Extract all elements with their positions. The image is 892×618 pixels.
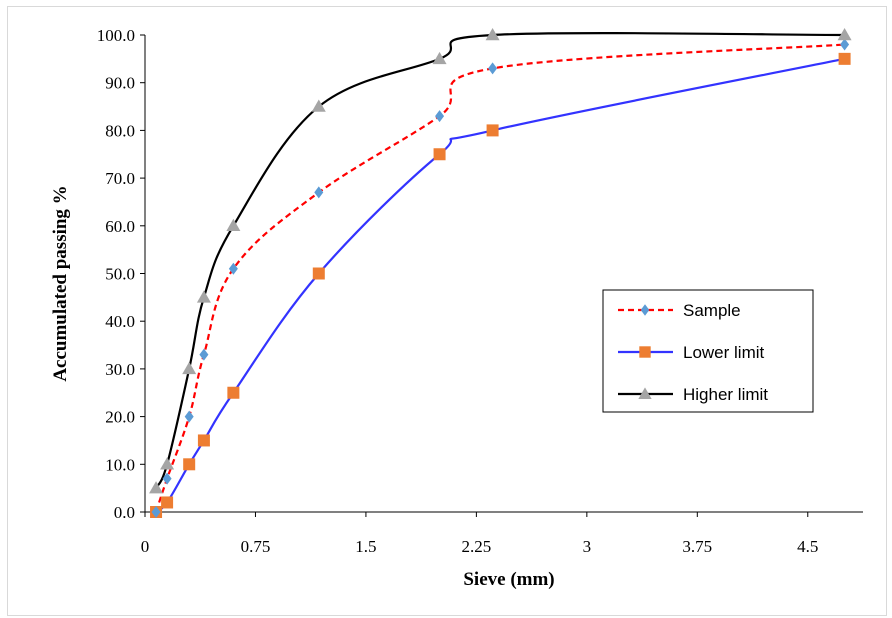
point-sample: [314, 186, 324, 199]
legend-label-higher-limit: Higher limit: [683, 385, 768, 404]
y-tick-label: 40.0: [105, 312, 135, 331]
point-lower-limit: [227, 386, 240, 399]
series-lines: [155, 31, 845, 513]
point-sample: [199, 348, 209, 361]
point-sample: [228, 262, 238, 275]
point-higher-limit: [196, 290, 211, 303]
point-sample: [184, 410, 194, 423]
legend-marker-higher-limit: [638, 387, 652, 399]
series-line-lower-limit: [155, 57, 845, 513]
point-sample: [840, 38, 850, 51]
y-tick-label: 50.0: [105, 265, 135, 284]
point-sample: [435, 110, 445, 123]
series-markers: [149, 28, 852, 518]
x-tick-label: 1.5: [355, 537, 376, 556]
x-tick-label: 4.5: [797, 537, 818, 556]
point-higher-limit: [160, 457, 175, 470]
x-tick-label: 3.75: [682, 537, 712, 556]
legend-label-sample: Sample: [683, 301, 741, 320]
x-tick-label: 2.25: [462, 537, 492, 556]
point-sample: [488, 62, 498, 75]
y-tick-label: 80.0: [105, 121, 135, 140]
point-lower-limit: [183, 458, 196, 471]
point-lower-limit: [197, 434, 210, 447]
point-lower-limit: [486, 124, 499, 137]
point-lower-limit: [312, 267, 325, 280]
y-tick-label: 30.0: [105, 360, 135, 379]
legend-marker-lower-limit: [639, 346, 651, 358]
x-tick-label: 3: [583, 537, 592, 556]
point-sample: [151, 506, 161, 518]
legend: Sample Lower limit Higher limit: [602, 289, 814, 413]
point-higher-limit: [182, 361, 197, 375]
y-axis-ticks: 0.0 10.0 20.0 30.0 40.0 50.0 60.0 70.0 80.0 90.0 1…: [97, 26, 145, 522]
y-tick-label: 20.0: [105, 408, 135, 427]
point-higher-limit: [149, 481, 164, 494]
y-tick-label: 60.0: [105, 217, 135, 236]
y-tick-label: 100.0: [97, 26, 135, 45]
series-line-higher-limit: [155, 31, 845, 489]
point-higher-limit: [432, 51, 447, 65]
point-higher-limit: [837, 28, 852, 41]
y-tick-label: 10.0: [105, 455, 135, 474]
y-tick-label: 90.0: [105, 74, 135, 93]
legend-marker-sample: [640, 304, 650, 316]
x-tick-label: 0.75: [241, 537, 271, 556]
x-axis-ticks: 0 0.75 1.5 2.25 3 3.75 4.5: [141, 512, 818, 556]
y-tick-label: 70.0: [105, 169, 135, 188]
point-lower-limit: [433, 148, 446, 161]
series-line-sample: [155, 43, 845, 513]
point-lower-limit: [161, 496, 174, 509]
legend-label-lower-limit: Lower limit: [683, 343, 765, 362]
plot-area: 0.0 10.0 20.0 30.0 40.0 50.0 60.0 70.0 80.0 90.0 1…: [97, 26, 863, 556]
point-higher-limit: [226, 218, 241, 232]
x-tick-label: 0: [141, 537, 150, 556]
point-lower-limit: [838, 52, 851, 65]
x-axis-title: Sieve (mm): [463, 569, 554, 590]
point-higher-limit: [485, 28, 500, 41]
point-sample: [162, 472, 172, 485]
y-axis-title: Accumulated passing %: [50, 185, 71, 381]
y-tick-label: 0.0: [114, 503, 135, 522]
point-higher-limit: [311, 99, 326, 112]
